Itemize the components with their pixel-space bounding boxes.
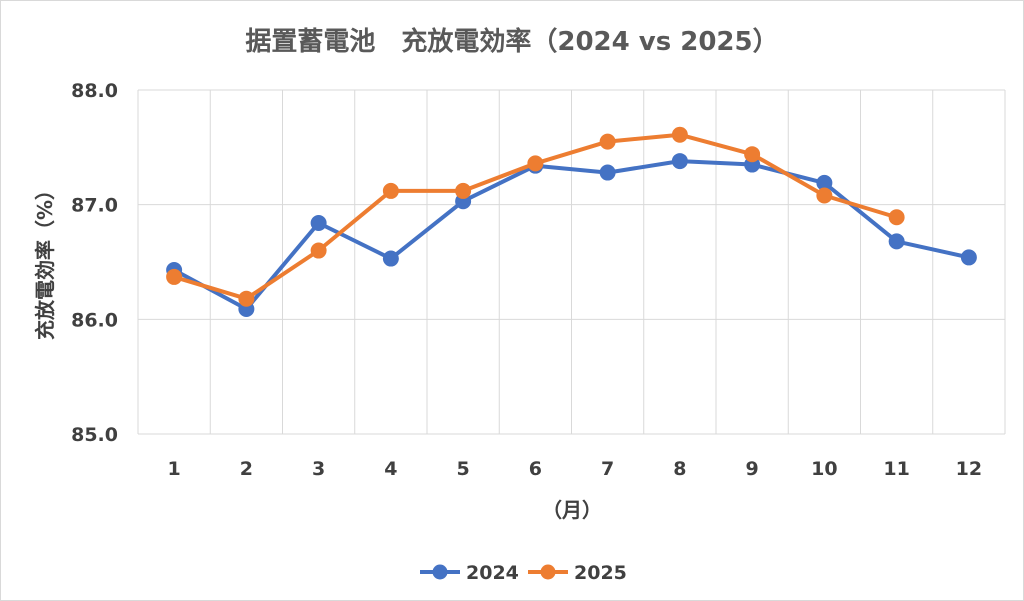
x-axis-title: （月） (542, 498, 602, 522)
data-point (310, 215, 327, 232)
y-tick-label: 88.0 (71, 80, 118, 102)
data-point (527, 155, 544, 172)
data-point (382, 250, 399, 267)
series-2025 (166, 126, 905, 307)
series-layer (166, 126, 977, 318)
data-point (599, 133, 616, 150)
y-axis-title: 充放電効率（%） (33, 180, 57, 340)
x-tick-label: 11 (883, 458, 909, 480)
x-tick-label: 12 (956, 458, 982, 480)
data-point (888, 233, 905, 250)
legend-item: 2025 (528, 562, 627, 584)
x-tick-label: 7 (601, 458, 614, 480)
data-point (310, 242, 327, 259)
x-tick-label: 5 (457, 458, 470, 480)
series-line (173, 159, 970, 311)
x-axis-ticks: 1 2 3 4 5 6 7 8 9 10 11 12 (168, 458, 983, 480)
y-tick-label: 86.0 (71, 309, 118, 331)
data-point (744, 146, 761, 163)
data-point (671, 153, 688, 170)
data-point (599, 164, 616, 181)
y-tick-label: 85.0 (71, 424, 118, 446)
data-point (888, 209, 905, 226)
data-point (960, 249, 977, 266)
grid-lines (137, 89, 1006, 435)
x-tick-label: 6 (529, 458, 542, 480)
data-point (382, 182, 399, 199)
legend-item: 2024 (420, 562, 519, 584)
data-point (455, 182, 472, 199)
x-tick-label: 2 (240, 458, 253, 480)
legend-marker (432, 564, 448, 580)
x-tick-label: 9 (746, 458, 759, 480)
legend-label: 2024 (466, 562, 519, 584)
x-tick-label: 10 (811, 458, 837, 480)
y-tick-label: 87.0 (71, 195, 118, 217)
x-tick-label: 4 (384, 458, 397, 480)
legend-marker (540, 564, 556, 580)
data-point (671, 126, 688, 143)
legend: 2024 2025 (420, 562, 627, 584)
x-tick-label: 1 (168, 458, 181, 480)
y-axis-ticks: 85.0 86.0 87.0 88.0 (71, 80, 118, 446)
chart-title: 据置蓄電池 充放電効率（2024 vs 2025） (245, 26, 778, 57)
data-point (816, 187, 833, 204)
x-tick-label: 8 (673, 458, 686, 480)
data-point (166, 268, 183, 285)
x-tick-label: 3 (312, 458, 325, 480)
data-point (238, 290, 255, 307)
legend-label: 2025 (574, 562, 627, 584)
